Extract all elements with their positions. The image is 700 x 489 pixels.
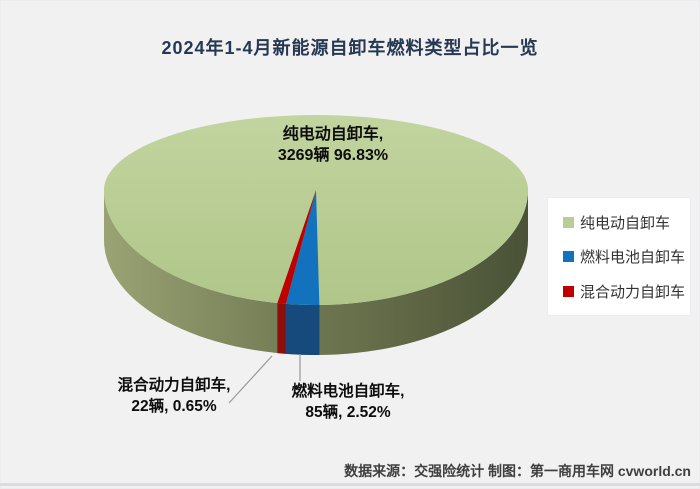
legend-label: 纯电动自卸车 <box>580 214 671 232</box>
slice-label-pure-electric: 纯电动自卸车, 3269辆 96.83% <box>277 126 389 164</box>
window-bottom-edge <box>0 483 700 486</box>
legend-item-fuel-cell: 燃料电池自卸车 <box>563 246 690 267</box>
chart-title: 2024年1-4月新能源自卸车燃料类型占比一览 <box>161 38 539 58</box>
pie-side-0 <box>104 190 528 355</box>
leader-line-hybrid <box>228 355 273 404</box>
legend-label: 混合动力自卸车 <box>580 283 686 301</box>
legend: 纯电动自卸车 燃料电池自卸车 混合动力自卸车 <box>547 197 691 316</box>
legend-label: 燃料电池自卸车 <box>580 249 686 266</box>
slice-label-hybrid: 混合动力自卸车, 22辆, 0.65% <box>117 377 231 415</box>
legend-swatch-icon <box>563 216 574 228</box>
legend-item-pure-electric: 纯电动自卸车 <box>563 212 690 233</box>
pie-slice-2 <box>277 190 316 304</box>
source-credit: 数据来源：交强险统计 制图：第一商用车网 cvworld.cn <box>344 463 691 479</box>
slice-label-fuel-cell: 燃料电池自卸车, 85辆, 2.52% <box>291 383 405 421</box>
pie-side-2 <box>277 303 286 354</box>
legend-swatch-icon <box>563 251 574 262</box>
pie-side-1 <box>285 303 320 355</box>
legend-swatch-icon <box>563 285 574 297</box>
pie-slice-1 <box>285 190 320 305</box>
legend-item-hybrid: 混合动力自卸车 <box>563 281 690 302</box>
